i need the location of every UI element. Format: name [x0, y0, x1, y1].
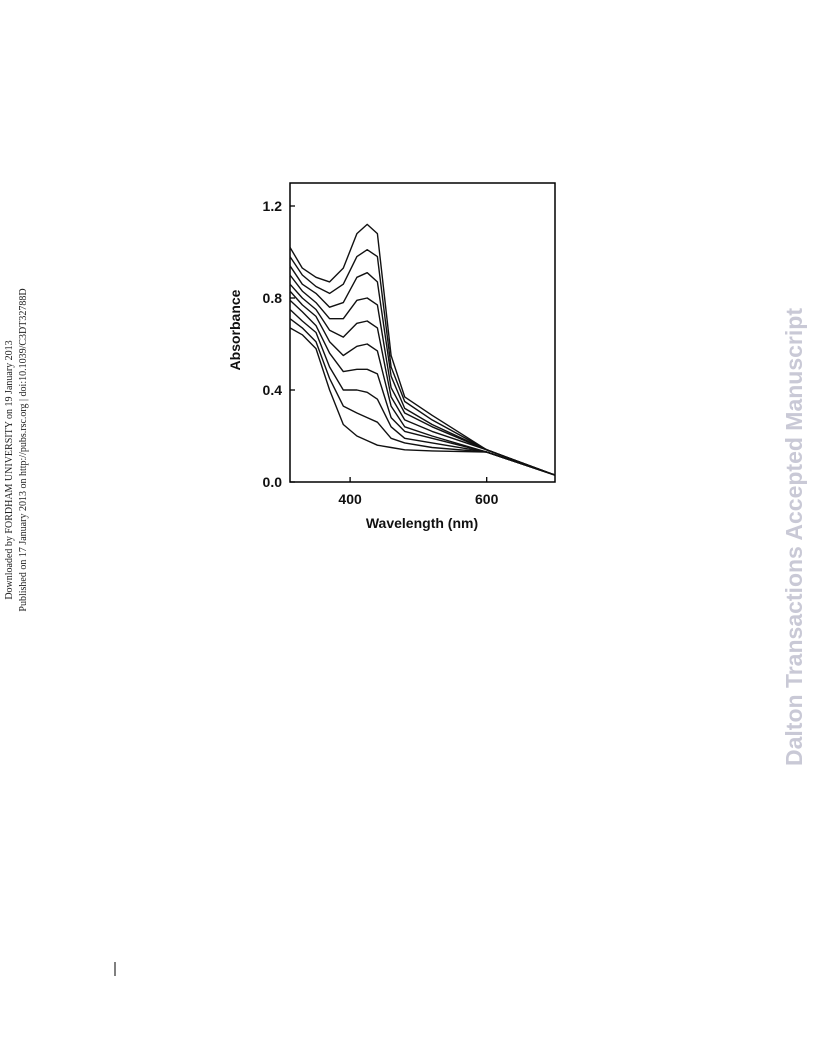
spectrum-line — [289, 308, 556, 476]
spectrum-line — [289, 318, 556, 476]
x-tick-label: 400 — [338, 491, 362, 507]
watermark: Dalton Transactions Accepted Manuscript — [781, 308, 807, 766]
spectrum-line — [289, 290, 556, 476]
y-tick-label: 0.0 — [263, 474, 283, 490]
spectrum-line — [289, 223, 556, 476]
spectrum-line — [289, 265, 556, 476]
spectrum-line — [289, 327, 556, 476]
spectrum-line — [289, 274, 556, 476]
spectrum-line — [289, 249, 556, 476]
y-tick-label: 0.8 — [263, 290, 283, 306]
x-axis-label: Wavelength (nm) — [366, 515, 478, 531]
y-axis-label: Absorbance — [227, 289, 243, 370]
y-tick-label: 1.2 — [263, 198, 283, 214]
spectrum-line — [289, 283, 556, 476]
y-tick-label: 0.4 — [263, 382, 283, 398]
chart: Wavelength (nm) Absorbance 0.0 0.4 0.8 1.2 4… — [227, 182, 556, 531]
x-tick-label: 600 — [475, 491, 499, 507]
publish-note: Published on 17 January 2013 on http://p… — [18, 288, 29, 611]
download-note: Downloaded by FORDHAM UNIVERSITY on 19 J… — [4, 340, 15, 599]
plot-frame — [289, 182, 556, 483]
spectrum-line — [289, 299, 556, 476]
